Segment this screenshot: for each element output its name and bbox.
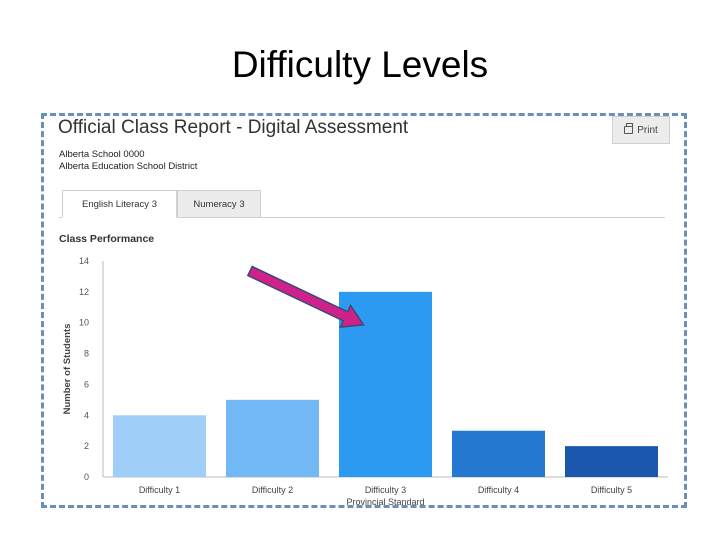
y-tick-label: 8 (84, 349, 89, 359)
tabs-divider (59, 217, 665, 218)
x-tick-label: Difficulty 2 (252, 485, 293, 495)
tab-numeracy-3[interactable]: Numeracy 3 (177, 190, 261, 218)
bar-5 (565, 446, 658, 477)
district-name: Alberta Education School District (59, 161, 198, 172)
report-title: Official Class Report - Digital Assessme… (58, 117, 409, 138)
section-title: Class Performance (59, 233, 155, 245)
y-tick-label: 6 (84, 379, 89, 389)
x-tick-label: Difficulty 4 (478, 485, 519, 495)
bar-4 (452, 430, 545, 477)
tab-english-literacy-3[interactable]: English Literacy 3 (62, 190, 177, 218)
y-tick-label: 4 (84, 410, 89, 420)
x-tick-label: Difficulty 3 (365, 485, 406, 495)
print-button[interactable]: Print (612, 116, 670, 144)
x-tick-label: Difficulty 1 (139, 485, 180, 495)
arrow-shape (246, 265, 365, 328)
printer-icon (624, 123, 634, 134)
bar-1 (113, 415, 206, 477)
y-tick-label: 0 (84, 472, 89, 482)
y-tick-label: 2 (84, 441, 89, 451)
x-tick-label: Difficulty 5 (591, 485, 632, 495)
y-axis-label: Number of Students (62, 324, 73, 415)
y-tick-label: 12 (79, 287, 89, 297)
provincial-standard-label: Provincial Standard (346, 497, 424, 507)
print-label: Print (637, 124, 658, 136)
bar-2 (226, 399, 319, 477)
y-tick-label: 14 (79, 256, 89, 266)
slide-title: Difficulty Levels (231, 44, 489, 85)
school-name: Alberta School 0000 (59, 149, 145, 160)
highlight-arrow (246, 265, 365, 328)
y-tick-label: 10 (79, 318, 89, 328)
